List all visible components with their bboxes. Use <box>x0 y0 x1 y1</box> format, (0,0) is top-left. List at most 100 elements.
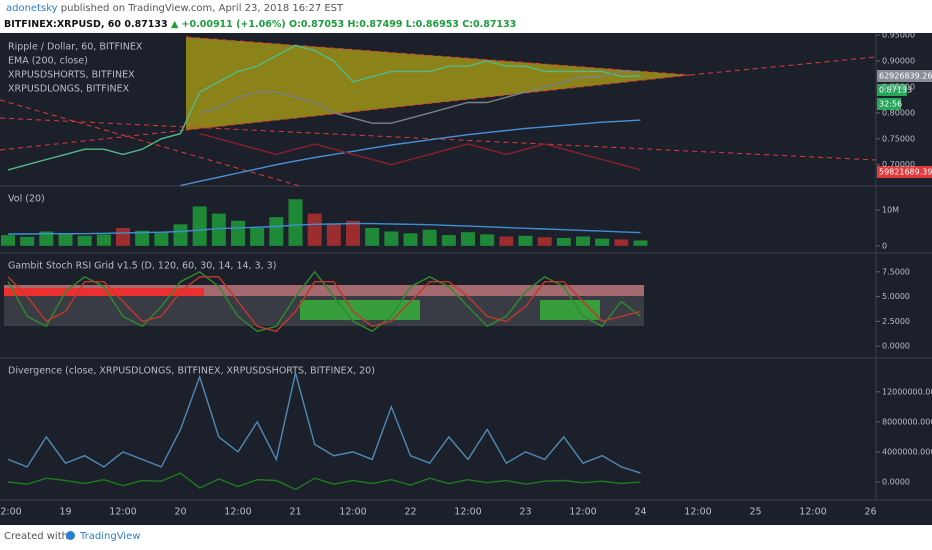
legend-entry: Ripple / Dollar, 60, BITFINEX <box>8 42 143 53</box>
bar <box>499 236 514 246</box>
series-line <box>199 70 641 124</box>
published: published on TradingView.com, April 23, … <box>60 3 344 14</box>
label-box <box>877 166 932 178</box>
heatmap-band <box>300 300 420 320</box>
x-tick-label: 12:00 <box>109 507 136 518</box>
y-tick-label: 0.0000 <box>882 477 910 486</box>
pane-title: Vol (20) <box>8 194 45 205</box>
x-tick-label: 12:00 <box>224 507 251 518</box>
bar <box>556 237 571 246</box>
author[interactable]: adonetsky <box>6 3 58 14</box>
y-tick-label: 7.5000 <box>882 267 910 276</box>
bar <box>633 240 648 246</box>
longs-label: 59821689.3992 <box>879 168 932 177</box>
brand[interactable]: TradingView <box>80 531 141 542</box>
series-line <box>8 222 641 235</box>
trend-line <box>0 117 877 161</box>
countdown-label: 32:56 <box>879 100 902 109</box>
legend-entry: XRPUSDSHORTS, BITFINEX <box>8 70 135 81</box>
trend-line <box>0 99 301 187</box>
layout: 62926839.2653 0.87133 32:56 59821689.399… <box>0 33 932 501</box>
y-tick-label: 8000000.0000 <box>882 417 932 426</box>
created-with: Created with <box>4 531 68 542</box>
background <box>0 33 932 525</box>
y-tick-label: 0 <box>882 241 887 250</box>
x-tick-label: 12:00 <box>0 507 22 518</box>
triangle-drawing <box>186 37 690 130</box>
bar <box>403 233 418 246</box>
series-line <box>7 276 641 333</box>
heatmap-band <box>540 300 600 320</box>
x-tick-label: 26 <box>864 507 876 518</box>
series-line <box>7 270 641 333</box>
bar <box>96 234 111 246</box>
x-tick-label: 20 <box>174 507 186 518</box>
legend-entry: XRPUSDLONGS, BITFINEX <box>8 84 130 95</box>
bar <box>518 235 533 246</box>
bar <box>77 235 92 246</box>
footer: Created with TradingView <box>0 525 932 550</box>
bar <box>595 238 610 246</box>
symbol: BITFINEX:XRPUSD, 60 <box>4 19 122 30</box>
y-tick-label: 12000000.0000 <box>882 387 932 396</box>
y-tick-label: 0.90000 <box>882 57 915 66</box>
x-tick-label: 23 <box>519 507 531 518</box>
y-tick-label: 0.80000 <box>882 108 915 117</box>
x-tick-label: 12:00 <box>454 507 481 518</box>
series-line <box>7 372 641 474</box>
bar <box>288 199 303 246</box>
heatmap-band <box>4 288 204 296</box>
bar <box>480 234 495 246</box>
x-tick-label: 19 <box>59 507 71 518</box>
trend-line <box>0 129 187 151</box>
bar <box>326 224 341 246</box>
bar <box>1 235 15 246</box>
logo <box>66 531 75 540</box>
bar <box>422 229 437 246</box>
trend-line <box>689 56 877 76</box>
x-tick-label: 22 <box>404 507 416 518</box>
y-tick-label: 0.75000 <box>882 134 915 143</box>
bar <box>20 236 35 246</box>
last-price-label: 0.87133 <box>879 86 912 95</box>
series-line <box>180 119 641 187</box>
label-box <box>877 98 901 110</box>
heatmap-band <box>4 285 644 296</box>
bar <box>537 237 552 246</box>
bar <box>173 224 188 246</box>
bar <box>441 235 456 246</box>
plot: 12:00 19 12:00 20 12:00 21 12:00 22 12:00 23 12:00… <box>0 33 932 518</box>
header: adonetsky published on TradingView.com, … <box>0 0 932 33</box>
x-tick-label: 12:00 <box>684 507 711 518</box>
bar <box>576 236 590 246</box>
y-tick-label: 2.5000 <box>882 317 910 326</box>
series-line <box>7 44 641 171</box>
chart: 62926839.2653 0.87133 32:56 59821689.399… <box>0 33 932 525</box>
bar <box>269 217 284 246</box>
bar <box>116 227 130 246</box>
bar <box>250 227 265 246</box>
x-tick-label: 12:00 <box>569 507 596 518</box>
series-line <box>199 132 641 171</box>
legend-entry: EMA (200, close) <box>8 56 88 67</box>
ohlc: O:0.87053 H:0.87499 L:0.86953 C:0.87133 <box>289 19 517 30</box>
y-tick-label: 5.0000 <box>882 292 910 301</box>
bar <box>365 227 380 246</box>
bar <box>192 206 207 246</box>
bar <box>384 231 399 246</box>
x-tick-label: 24 <box>634 507 646 518</box>
bar <box>211 213 226 246</box>
bar <box>346 220 360 246</box>
bar <box>614 239 629 246</box>
last: 0.87133 <box>124 19 168 30</box>
y-tick-label: 0.85000 <box>882 82 915 91</box>
bar <box>154 232 169 246</box>
bar <box>39 231 54 246</box>
y-tick-label: 10M <box>882 206 899 215</box>
x-tick-label: 12:00 <box>799 507 826 518</box>
publish-line: adonetsky published on TradingView.com, … <box>6 3 343 14</box>
y-tick-label: 0.70000 <box>882 160 915 169</box>
shorts-label: 62926839.2653 <box>879 72 932 81</box>
change: ▲ +0.00911 (+1.06%) <box>170 19 286 30</box>
bar <box>307 213 322 246</box>
